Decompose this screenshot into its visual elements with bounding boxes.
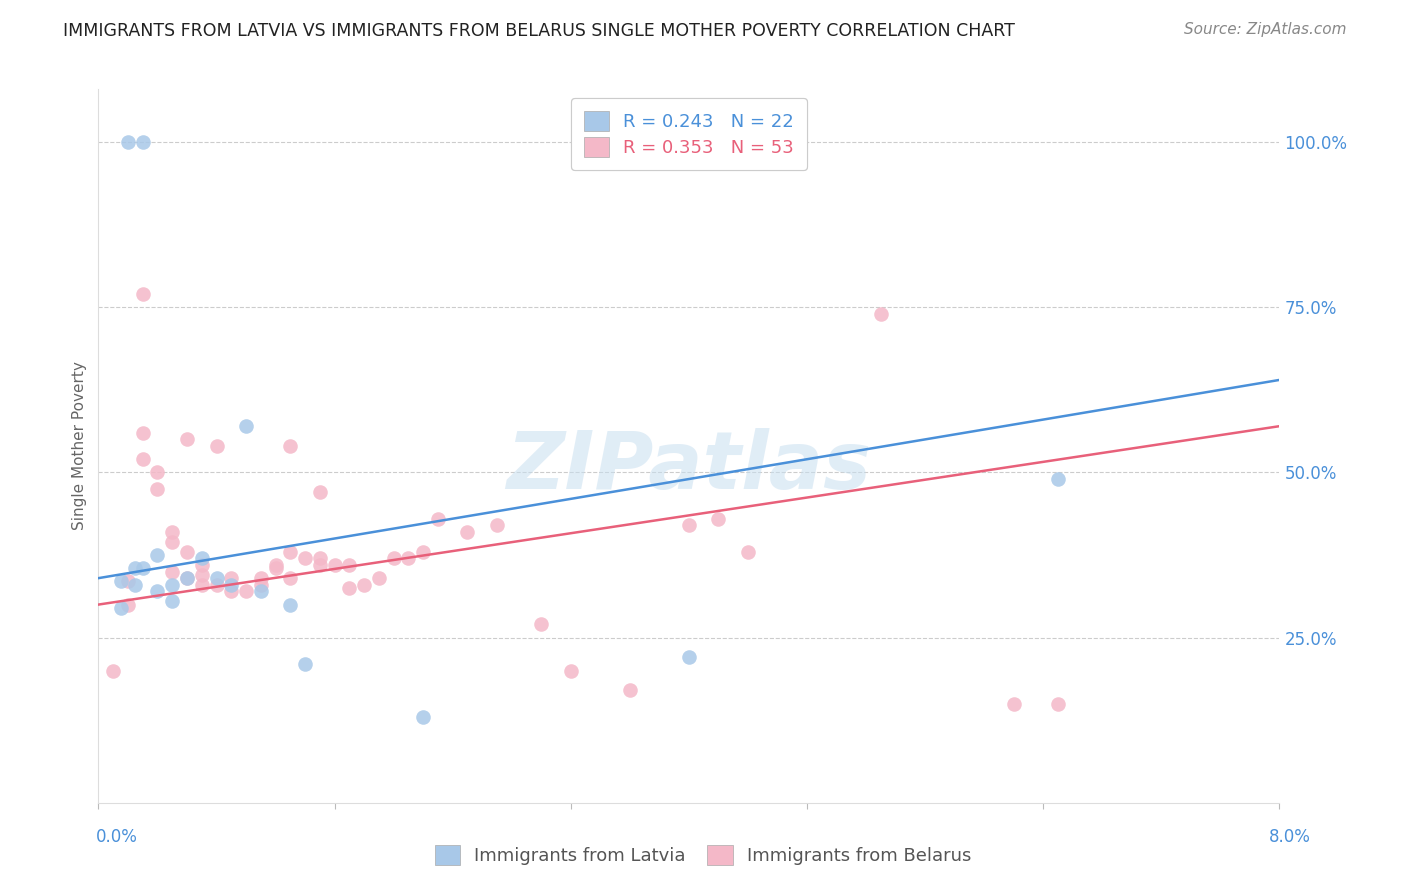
Point <box>176 571 198 585</box>
Point <box>308 558 332 572</box>
Point <box>382 551 405 566</box>
Point <box>191 578 214 592</box>
Point <box>146 548 169 562</box>
Point <box>707 511 730 525</box>
Point <box>485 518 508 533</box>
Point <box>308 485 332 500</box>
Point <box>162 578 183 592</box>
Point <box>323 558 346 572</box>
Point <box>1002 697 1025 711</box>
Point <box>117 574 139 589</box>
Point <box>191 551 214 566</box>
Point <box>1046 472 1069 486</box>
Point <box>308 551 332 566</box>
Point <box>278 571 302 585</box>
Point <box>250 578 273 592</box>
Point <box>205 571 228 585</box>
Point <box>367 571 389 585</box>
Point <box>278 439 302 453</box>
Point <box>235 584 257 599</box>
Point <box>176 433 198 447</box>
Y-axis label: Single Mother Poverty: Single Mother Poverty <box>72 361 87 531</box>
Text: Source: ZipAtlas.com: Source: ZipAtlas.com <box>1184 22 1347 37</box>
Text: ZIPatlas: ZIPatlas <box>506 428 872 507</box>
Text: IMMIGRANTS FROM LATVIA VS IMMIGRANTS FROM BELARUS SINGLE MOTHER POVERTY CORRELAT: IMMIGRANTS FROM LATVIA VS IMMIGRANTS FRO… <box>63 22 1015 40</box>
Point <box>146 584 169 599</box>
Point <box>110 574 132 589</box>
Point <box>132 425 155 440</box>
Point <box>412 710 434 724</box>
Legend: Immigrants from Latvia, Immigrants from Belarus: Immigrants from Latvia, Immigrants from … <box>426 836 980 874</box>
Point <box>412 545 434 559</box>
Point <box>264 561 287 575</box>
Point <box>132 287 155 301</box>
Point <box>110 600 132 615</box>
Point <box>396 551 419 566</box>
Point <box>132 452 155 467</box>
Point <box>162 534 183 549</box>
Point <box>162 565 183 579</box>
Point <box>337 558 360 572</box>
Point <box>737 545 759 559</box>
Point <box>869 307 891 321</box>
Point <box>278 598 302 612</box>
Point <box>456 524 478 539</box>
Point <box>337 581 360 595</box>
Point <box>619 683 641 698</box>
Point <box>132 135 155 149</box>
Point <box>250 571 273 585</box>
Point <box>146 466 169 480</box>
Point <box>176 545 198 559</box>
Point <box>235 419 257 434</box>
Point <box>560 664 582 678</box>
Point <box>530 617 553 632</box>
Point <box>219 571 242 585</box>
Point <box>162 594 183 608</box>
Point <box>678 650 700 665</box>
Point <box>278 545 302 559</box>
Point <box>117 598 139 612</box>
Point <box>205 439 228 453</box>
Point <box>219 584 242 599</box>
Point <box>678 518 700 533</box>
Point <box>426 511 449 525</box>
Legend: R = 0.243   N = 22, R = 0.353   N = 53: R = 0.243 N = 22, R = 0.353 N = 53 <box>571 98 807 169</box>
Point <box>353 578 375 592</box>
Point <box>1046 697 1069 711</box>
Point <box>264 558 287 572</box>
Point <box>124 561 146 575</box>
Point <box>124 578 146 592</box>
Point <box>162 524 183 539</box>
Point <box>132 561 155 575</box>
Point <box>250 584 273 599</box>
Point <box>191 558 214 572</box>
Point <box>176 571 198 585</box>
Point <box>117 135 139 149</box>
Point <box>219 578 242 592</box>
Text: 0.0%: 0.0% <box>96 828 138 846</box>
Point <box>103 664 125 678</box>
Text: 8.0%: 8.0% <box>1268 828 1310 846</box>
Point <box>294 551 316 566</box>
Point <box>146 482 169 496</box>
Point <box>294 657 316 671</box>
Point <box>205 578 228 592</box>
Point <box>191 567 214 582</box>
